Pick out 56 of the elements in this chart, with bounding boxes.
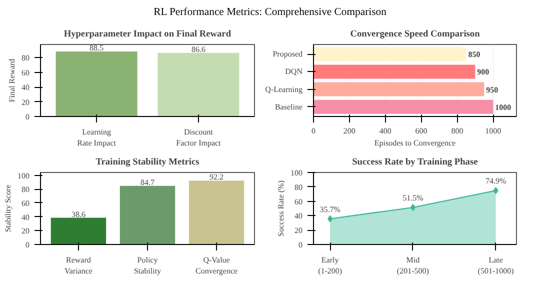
x-tick-label: 200 [343, 126, 356, 136]
data-label: 51.5% [402, 193, 424, 202]
x-tick-label: 1000 [485, 126, 502, 136]
y-tick-label: 20 [294, 226, 302, 236]
data-label: 92.2 [210, 172, 224, 182]
y-tick-label: DQN [285, 67, 303, 76]
y-tick-label: 40 [22, 83, 30, 92]
y-tick-label: 100 [18, 171, 30, 180]
chart-title: Success Rate by Training Phase [352, 158, 478, 168]
data-label: 35.7% [320, 204, 341, 214]
x-tick-label: Q-Value Convergence [196, 256, 238, 276]
y-tick-label: Proposed [272, 50, 303, 59]
y-tick-label: 80 [22, 185, 30, 194]
y-tick-label: 40 [294, 212, 302, 221]
y-tick-label: 80 [22, 54, 30, 63]
y-axis-title: Final Reward [8, 58, 16, 102]
x-tick-label: Mid (201-500) [396, 256, 430, 276]
text: RL Performance Metrics: Comprehensive Comparison [154, 6, 386, 20]
chart-title: Training Stability Metrics [96, 158, 200, 168]
data-label: 1000 [495, 102, 512, 112]
x-axis-title: Episodes to Convergence [374, 138, 456, 148]
x-tick-label: 600 [415, 126, 428, 136]
y-axis-title: Stability Score [4, 184, 12, 232]
y-tick-label: Baseline [274, 102, 303, 112]
y-tick-label: 0 [26, 112, 30, 122]
y-tick-label: 60 [22, 68, 30, 78]
x-tick-label: Policy Stability [134, 256, 162, 276]
data-label: 950 [486, 85, 498, 94]
data-label: 86.6 [191, 44, 206, 54]
y-tick-label: 100 [290, 168, 302, 178]
x-tick-label: Early (1-200) [318, 256, 342, 276]
y-tick-label: 60 [22, 198, 30, 208]
y-axis-title: Success Rate (%) [276, 180, 286, 236]
x-tick-label: 800 [451, 126, 464, 136]
chart-title: Hyperparameter Impact on Final Reward [64, 30, 232, 40]
data-label: 84.7 [140, 178, 154, 187]
y-tick-label: 40 [22, 212, 30, 222]
data-label: 88.5 [90, 43, 104, 52]
x-tick-label: Late (501-1000) [478, 256, 514, 276]
y-tick-label: 20 [22, 226, 30, 236]
x-tick-label: Discount Factor Impact [176, 128, 222, 148]
y-tick-label: 20 [22, 98, 30, 107]
chart-title: Convergence Speed Comparison [350, 30, 481, 40]
y-tick-label: 60 [294, 197, 302, 206]
data-label: 74.9% [485, 176, 506, 186]
x-tick-label: Reward Variance [64, 256, 93, 276]
y-tick-label: Q-Learning [265, 84, 303, 94]
y-tick-label: 80 [294, 182, 302, 192]
x-tick-label: 0 [312, 126, 316, 136]
data-label: 900 [477, 68, 490, 77]
data-label: 38.6 [71, 210, 86, 219]
data-label: 850 [468, 50, 480, 60]
x-tick-label: Learning Rate Impact [77, 128, 117, 148]
y-tick-label: 0 [298, 240, 302, 250]
y-tick-label: 0 [26, 240, 30, 250]
x-tick-label: 400 [379, 126, 392, 136]
